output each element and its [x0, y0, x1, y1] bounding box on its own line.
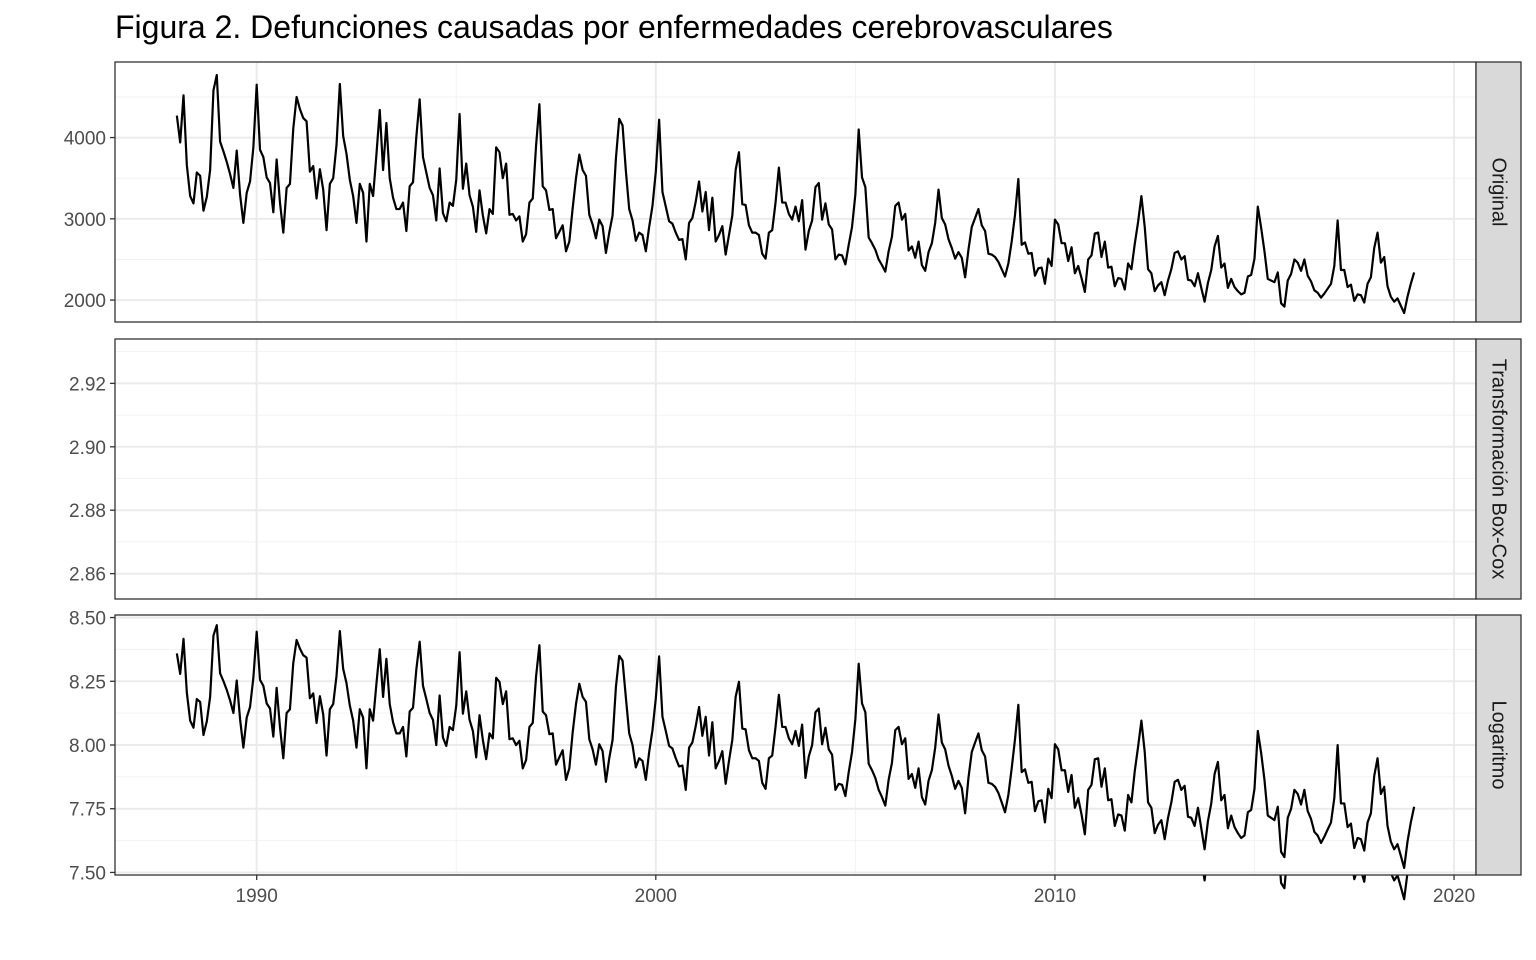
y-tick-label: 2000 [64, 291, 106, 312]
facet-strip-label: Transformación Box-Cox [1488, 359, 1510, 579]
facet-strip [1475, 614, 1522, 876]
series-line [175, 73, 1416, 315]
panel-background [115, 339, 1476, 599]
y-tick-label: 7.75 [69, 800, 106, 821]
y-tick-label: 3000 [64, 210, 106, 231]
y-tick-label: 2.90 [69, 438, 106, 459]
y-tick-label: 8.00 [69, 736, 106, 757]
y-tick-label: 2.92 [69, 374, 106, 395]
facet-strip [1475, 61, 1522, 323]
panel-background [115, 62, 1476, 322]
y-tick-label: 2.88 [69, 501, 106, 522]
chart-title: Figura 2. Defunciones causadas por enfer… [115, 9, 1113, 45]
facet-strip-label: Original [1488, 158, 1510, 227]
facet-strip [1475, 338, 1522, 600]
y-tick-label: 8.50 [69, 609, 106, 630]
x-tick-label: 1990 [236, 886, 278, 907]
y-tick-label: 8.25 [69, 672, 106, 693]
x-tick-label: 2020 [1433, 886, 1475, 907]
facet-strip-label: Logaritmo [1488, 701, 1510, 790]
x-tick-label: 2000 [635, 886, 677, 907]
y-tick-label: 2.86 [69, 565, 106, 586]
x-tick-label: 2010 [1034, 886, 1076, 907]
y-tick-label: 7.50 [69, 863, 106, 884]
series-line [175, 624, 1416, 870]
y-tick-label: 4000 [64, 129, 106, 150]
